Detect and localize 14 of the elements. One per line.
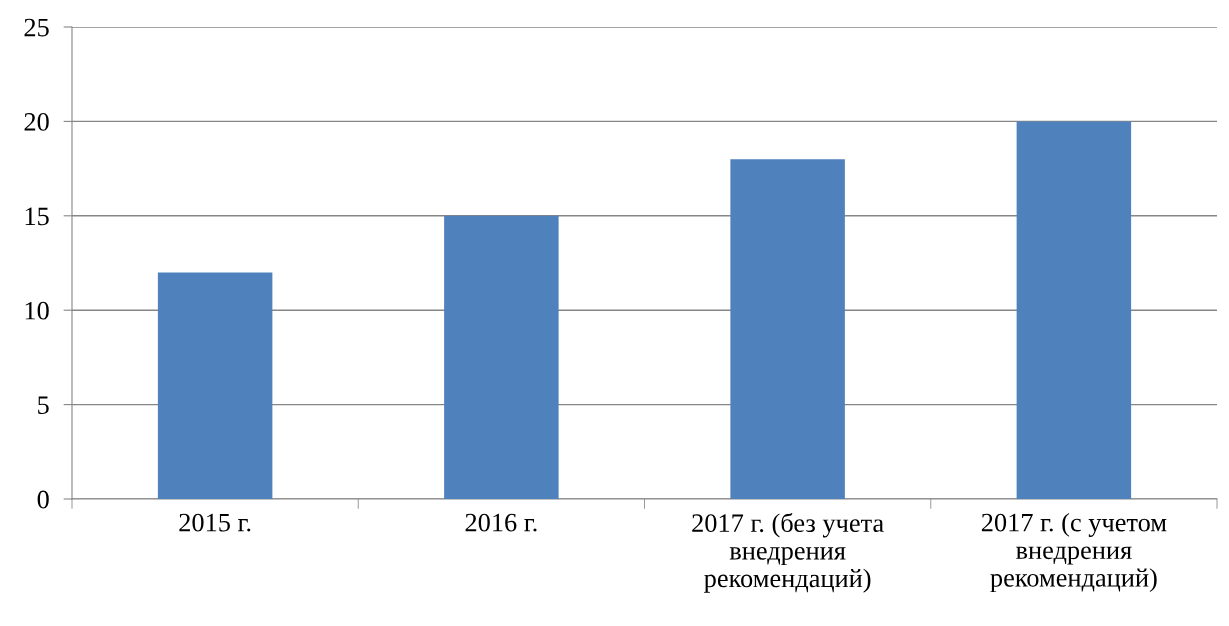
bar bbox=[444, 215, 559, 499]
x-tick-label: 2017 г. (без учета внедрения рекомендаций) bbox=[692, 512, 884, 593]
y-tick-label: 15 bbox=[25, 207, 49, 226]
y-tick-label: 20 bbox=[24, 113, 49, 131]
y-tick-label: 5 bbox=[38, 396, 49, 415]
bar bbox=[730, 159, 845, 499]
x-tick-label: 2017 г. (с учетом внедрения рекомендаций) bbox=[981, 512, 1167, 593]
bar bbox=[157, 272, 273, 499]
y-tick-label: 25 bbox=[24, 18, 49, 37]
x-tick-label: 2015 г. bbox=[179, 513, 251, 532]
y-tick-label: 10 bbox=[25, 301, 49, 320]
bar bbox=[1016, 121, 1132, 499]
x-tick-label: 2016 г. bbox=[465, 513, 537, 532]
y-tick-label: 0 bbox=[37, 490, 49, 509]
